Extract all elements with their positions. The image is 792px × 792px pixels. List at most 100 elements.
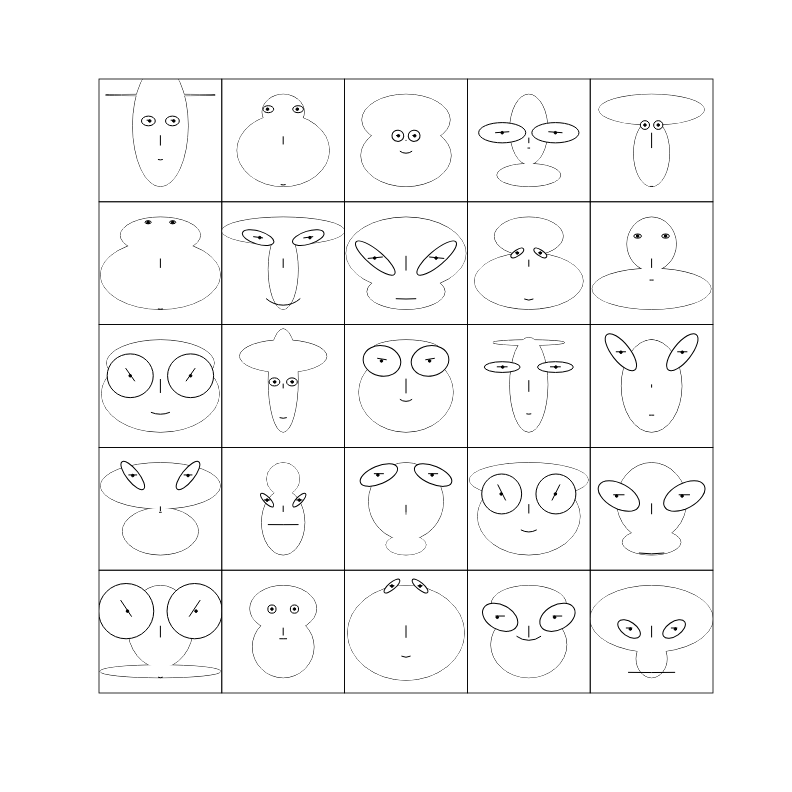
nose <box>528 260 529 267</box>
right-eyebrow <box>184 474 193 475</box>
left-eyebrow <box>495 616 504 617</box>
face <box>346 217 466 309</box>
left-eyebrow <box>147 120 150 121</box>
axes-frame <box>590 325 713 448</box>
left-pupil <box>147 221 150 224</box>
nose <box>651 626 652 638</box>
left-eye <box>259 491 276 508</box>
right-eyebrow <box>428 473 438 474</box>
mouth <box>268 524 299 525</box>
lower-face-fill <box>386 535 426 555</box>
axes-frame <box>99 447 222 570</box>
left-eye <box>117 458 148 493</box>
left-pupil <box>271 608 274 611</box>
lower-face-fill <box>101 241 221 310</box>
left-eye <box>478 597 523 637</box>
lower-face-fill <box>592 268 711 309</box>
mouth <box>639 553 664 555</box>
lower-face <box>386 535 426 555</box>
nose <box>406 625 407 637</box>
lower-face <box>475 253 583 309</box>
left-eyebrow <box>271 608 273 609</box>
right-eye <box>413 236 461 280</box>
axes-frame <box>467 325 590 448</box>
right-eyebrow <box>186 368 195 381</box>
mouth <box>649 415 654 416</box>
lower-face-fill <box>367 274 445 309</box>
right-eye <box>172 458 203 493</box>
face <box>599 94 704 186</box>
left-eyebrow <box>497 366 508 367</box>
nose <box>651 133 652 148</box>
left-eyebrow <box>368 257 383 259</box>
nose <box>160 506 161 511</box>
upper-face-fill <box>101 463 221 509</box>
mouth <box>280 417 287 419</box>
lower-face <box>123 508 199 555</box>
face <box>101 217 221 309</box>
right-eye <box>290 605 298 613</box>
nose <box>283 384 284 389</box>
face <box>357 459 455 555</box>
mouth <box>396 298 416 299</box>
nose <box>528 380 529 392</box>
lower-face-fill <box>475 253 583 309</box>
right-eye <box>410 577 430 595</box>
axes-frame <box>99 325 222 448</box>
nose <box>160 259 161 268</box>
right-eye <box>659 474 710 517</box>
face <box>592 217 711 309</box>
nose <box>283 628 284 636</box>
right-eye <box>660 616 689 642</box>
axes-frame <box>467 79 590 202</box>
mouth <box>524 299 533 300</box>
right-eyebrow <box>290 381 293 382</box>
right-eyebrow <box>418 585 423 586</box>
nose <box>283 136 284 144</box>
right-eye <box>537 362 573 373</box>
right-pupil <box>293 608 296 611</box>
face <box>593 463 710 555</box>
nose <box>283 506 284 512</box>
right-eyebrow <box>171 120 174 121</box>
right-eye <box>654 121 663 130</box>
left-eyebrow <box>126 368 135 381</box>
left-pupil <box>516 252 519 255</box>
right-eyebrow <box>429 257 444 259</box>
face <box>99 584 222 678</box>
lower-face <box>268 329 298 432</box>
axes-frame <box>222 325 345 448</box>
lower-face-fill <box>497 164 560 187</box>
nose <box>160 379 161 393</box>
left-pupil <box>266 108 269 111</box>
right-pupil <box>428 360 431 363</box>
left-eye <box>640 121 649 130</box>
right-eye <box>168 354 214 398</box>
left-eye <box>351 236 399 280</box>
mouth <box>650 186 653 187</box>
left-eye <box>360 342 403 379</box>
nose <box>528 626 529 638</box>
lower-face <box>386 675 427 678</box>
lower-face-fill <box>510 337 548 432</box>
right-eyebrow <box>303 237 313 238</box>
left-eyebrow <box>613 494 624 495</box>
lower-face <box>133 79 188 186</box>
right-eyebrow <box>552 484 560 500</box>
left-eyebrow <box>121 600 132 617</box>
mouth <box>528 148 531 149</box>
lower-face <box>361 125 451 187</box>
axes-frame <box>99 202 222 325</box>
left-eye <box>593 474 644 517</box>
right-pupil <box>657 124 660 127</box>
axes-frame <box>99 570 222 693</box>
left-eye <box>268 605 276 613</box>
axes-frame <box>222 447 345 570</box>
left-eyebrow <box>644 124 646 125</box>
upper-face <box>348 586 465 681</box>
lower-face <box>253 616 314 677</box>
mouth <box>279 638 287 639</box>
left-eye <box>145 221 151 224</box>
right-eyebrow <box>548 132 562 133</box>
right-eye <box>411 459 455 491</box>
